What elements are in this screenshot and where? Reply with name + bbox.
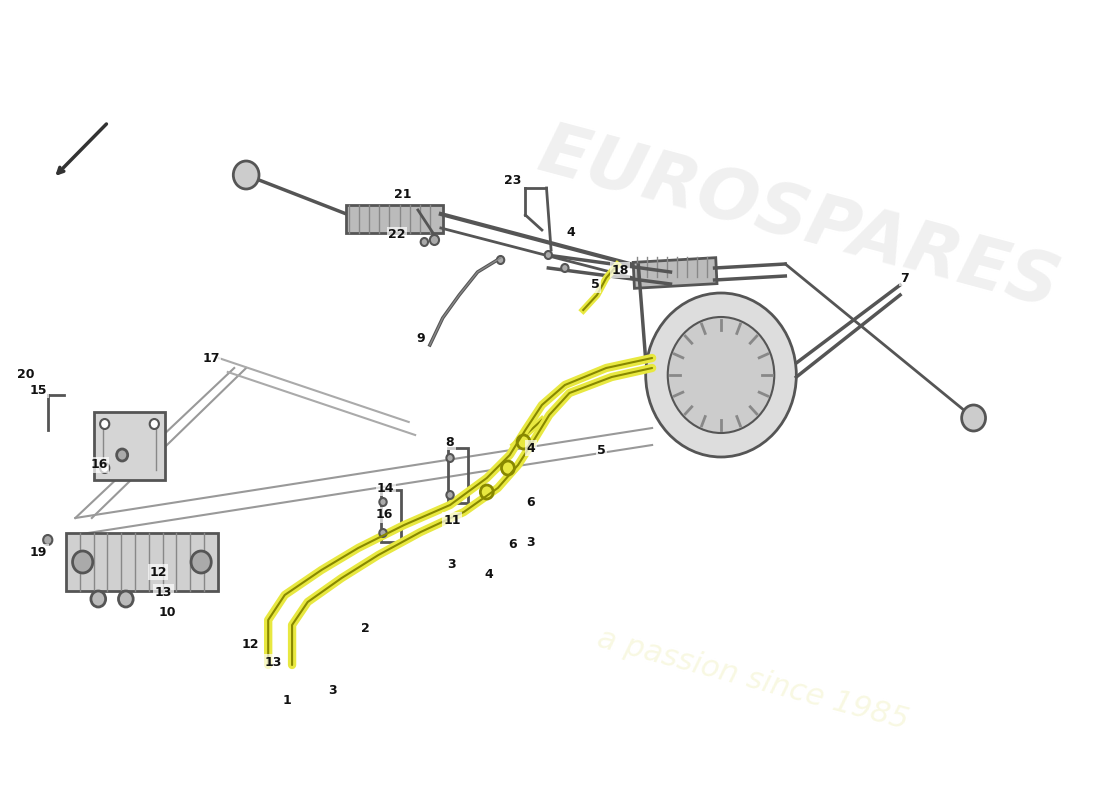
Text: 4: 4 bbox=[484, 569, 493, 582]
Text: 5: 5 bbox=[591, 278, 600, 291]
Circle shape bbox=[100, 463, 109, 473]
Text: EUROSPARES: EUROSPARES bbox=[531, 118, 1067, 322]
Text: 13: 13 bbox=[265, 655, 283, 669]
Text: 10: 10 bbox=[158, 606, 176, 618]
Text: 18: 18 bbox=[612, 263, 629, 277]
Bar bbox=[448, 448, 469, 503]
Circle shape bbox=[191, 551, 211, 573]
Circle shape bbox=[150, 419, 158, 429]
Circle shape bbox=[517, 435, 530, 449]
Circle shape bbox=[119, 591, 133, 607]
Bar bbox=[346, 205, 442, 233]
Text: 16: 16 bbox=[375, 509, 393, 522]
Circle shape bbox=[379, 529, 387, 537]
Text: 12: 12 bbox=[241, 638, 258, 651]
Bar bbox=[94, 412, 165, 480]
Circle shape bbox=[43, 535, 53, 545]
Circle shape bbox=[117, 449, 128, 461]
Text: 7: 7 bbox=[900, 271, 909, 285]
Text: 8: 8 bbox=[446, 435, 454, 449]
Text: 22: 22 bbox=[388, 229, 406, 242]
Circle shape bbox=[646, 293, 796, 457]
Circle shape bbox=[379, 498, 387, 506]
Text: 19: 19 bbox=[30, 546, 47, 558]
Circle shape bbox=[961, 405, 986, 431]
Circle shape bbox=[447, 491, 453, 499]
Circle shape bbox=[100, 419, 109, 429]
Circle shape bbox=[561, 264, 569, 272]
Text: 6: 6 bbox=[508, 538, 517, 551]
Circle shape bbox=[420, 238, 428, 246]
Text: a passion since 1985: a passion since 1985 bbox=[594, 625, 912, 735]
Text: 1: 1 bbox=[283, 694, 290, 706]
Bar bbox=[382, 490, 402, 542]
Circle shape bbox=[447, 454, 453, 462]
Text: 16: 16 bbox=[90, 458, 108, 471]
Text: 20: 20 bbox=[16, 369, 34, 382]
Text: 17: 17 bbox=[202, 351, 220, 365]
Circle shape bbox=[502, 461, 515, 475]
Text: 14: 14 bbox=[377, 482, 395, 494]
Text: 4: 4 bbox=[566, 226, 575, 238]
Circle shape bbox=[544, 251, 552, 259]
Text: 21: 21 bbox=[394, 189, 411, 202]
Circle shape bbox=[91, 591, 106, 607]
Text: 15: 15 bbox=[30, 383, 47, 397]
Text: 3: 3 bbox=[527, 535, 536, 549]
Text: 12: 12 bbox=[150, 566, 167, 578]
Text: 2: 2 bbox=[361, 622, 370, 634]
Text: 6: 6 bbox=[527, 495, 536, 509]
Circle shape bbox=[668, 317, 774, 433]
Text: 13: 13 bbox=[155, 586, 173, 598]
Circle shape bbox=[73, 551, 92, 573]
Text: 3: 3 bbox=[328, 683, 337, 697]
Circle shape bbox=[497, 256, 504, 264]
Text: 9: 9 bbox=[417, 331, 425, 345]
Text: 11: 11 bbox=[443, 514, 461, 526]
Text: 23: 23 bbox=[504, 174, 521, 186]
Text: 4: 4 bbox=[527, 442, 536, 454]
Circle shape bbox=[430, 235, 439, 245]
Bar bbox=[634, 258, 717, 288]
Circle shape bbox=[233, 161, 258, 189]
Text: 3: 3 bbox=[448, 558, 456, 571]
Text: 5: 5 bbox=[597, 443, 606, 457]
Bar bbox=[66, 533, 218, 591]
Circle shape bbox=[481, 485, 493, 499]
